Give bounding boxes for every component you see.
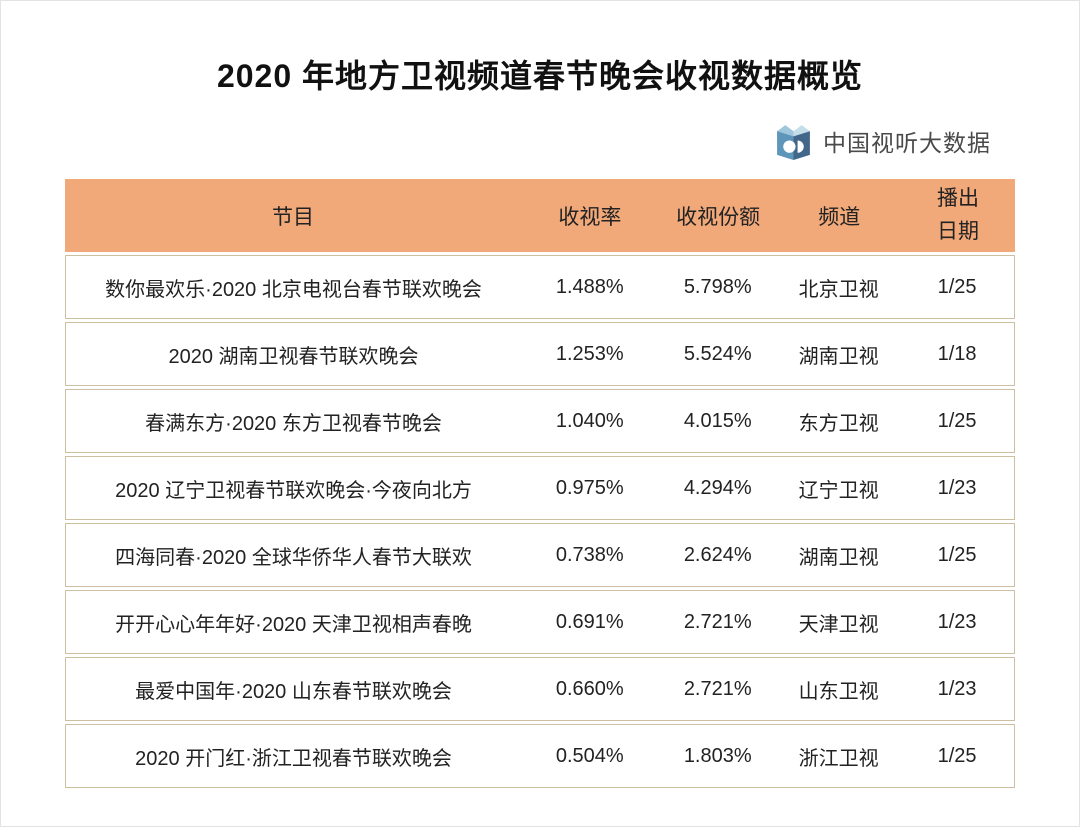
open-book-icon bbox=[777, 124, 810, 160]
air-date-cell: 1/23 bbox=[937, 476, 977, 499]
channel-cell: 浙江卫视 bbox=[798, 747, 879, 770]
column-header-air-date: 播出 日期 bbox=[901, 183, 1015, 248]
table-row: 2020 湖南卫视春节联欢晚会 1.253% 5.524% 湖南卫视 1/18 bbox=[65, 322, 1015, 386]
rating-cell: 0.504% bbox=[555, 744, 624, 767]
share-cell: 5.798% bbox=[683, 275, 752, 298]
rating-cell: 0.975% bbox=[555, 476, 624, 499]
share-cell: 2.624% bbox=[683, 543, 752, 566]
air-date-cell: 1/18 bbox=[937, 342, 977, 365]
channel-cell: 天津卫视 bbox=[798, 613, 879, 636]
channel-cell: 山东卫视 bbox=[798, 680, 879, 703]
program-cell: 开开心心年年好·2020 天津卫视相声春晚 bbox=[115, 613, 472, 636]
program-cell: 四海同春·2020 全球华侨华人春节大联欢 bbox=[115, 546, 472, 569]
channel-cell: 辽宁卫视 bbox=[798, 479, 879, 502]
ratings-table: 节目 收视率 收视份额 频道 播出 日期 数你最欢乐·2020 北京电视台春节联… bbox=[65, 179, 1015, 788]
air-date-cell: 1/23 bbox=[937, 610, 977, 633]
rating-cell: 0.738% bbox=[555, 543, 624, 566]
program-cell: 2020 湖南卫视春节联欢晚会 bbox=[168, 345, 419, 368]
air-date-cell: 1/25 bbox=[937, 275, 977, 298]
rating-cell: 1.040% bbox=[555, 409, 624, 432]
column-header-program: 节目 bbox=[272, 205, 314, 229]
column-header-channel: 频道 bbox=[818, 205, 861, 229]
program-cell: 数你最欢乐·2020 北京电视台春节联欢晚会 bbox=[105, 278, 482, 301]
table-row: 最爱中国年·2020 山东春节联欢晚会 0.660% 2.721% 山东卫视 1… bbox=[65, 657, 1015, 721]
program-cell: 最爱中国年·2020 山东春节联欢晚会 bbox=[135, 680, 452, 703]
channel-cell: 湖南卫视 bbox=[798, 345, 879, 368]
table-row: 春满东方·2020 东方卫视春节晚会 1.040% 4.015% 东方卫视 1/… bbox=[65, 389, 1015, 453]
air-date-cell: 1/25 bbox=[937, 744, 977, 767]
share-cell: 2.721% bbox=[683, 677, 752, 700]
table-row: 开开心心年年好·2020 天津卫视相声春晚 0.691% 2.721% 天津卫视… bbox=[65, 590, 1015, 654]
column-header-rating: 收视率 bbox=[558, 205, 622, 229]
program-cell: 春满东方·2020 东方卫视春节晚会 bbox=[145, 412, 442, 435]
table-row: 数你最欢乐·2020 北京电视台春节联欢晚会 1.488% 5.798% 北京卫… bbox=[65, 255, 1015, 319]
table-row: 四海同春·2020 全球华侨华人春节大联欢 0.738% 2.624% 湖南卫视… bbox=[65, 523, 1015, 587]
rating-cell: 0.660% bbox=[555, 677, 624, 700]
air-date-cell: 1/25 bbox=[937, 409, 977, 432]
channel-cell: 湖南卫视 bbox=[798, 546, 879, 569]
page-title: 2020 年地方卫视频道春节晚会收视数据概览 bbox=[216, 58, 864, 94]
channel-cell: 北京卫视 bbox=[798, 278, 879, 301]
column-header-air-date-line1: 播出 bbox=[937, 186, 979, 210]
air-date-cell: 1/25 bbox=[937, 543, 977, 566]
share-cell: 5.524% bbox=[683, 342, 752, 365]
share-cell: 4.015% bbox=[683, 409, 752, 432]
brand-logo-text: 中国视听大数据 bbox=[823, 130, 991, 156]
table-header-row: 节目 收视率 收视份额 频道 播出 日期 bbox=[65, 179, 1015, 252]
program-cell: 2020 辽宁卫视春节联欢晚会·今夜向北方 bbox=[115, 479, 472, 502]
column-header-air-date-line2: 日期 bbox=[937, 219, 979, 243]
rating-cell: 1.488% bbox=[555, 275, 624, 298]
brand-logo: 中国视听大数据 bbox=[65, 119, 991, 163]
air-date-cell: 1/23 bbox=[937, 677, 977, 700]
table-row: 2020 开门红·浙江卫视春节联欢晚会 0.504% 1.803% 浙江卫视 1… bbox=[65, 724, 1015, 788]
rating-cell: 0.691% bbox=[555, 610, 624, 633]
program-cell: 2020 开门红·浙江卫视春节联欢晚会 bbox=[135, 747, 452, 770]
share-cell: 2.721% bbox=[683, 610, 752, 633]
table-row: 2020 辽宁卫视春节联欢晚会·今夜向北方 0.975% 4.294% 辽宁卫视… bbox=[65, 456, 1015, 520]
column-header-share: 收视份额 bbox=[676, 205, 761, 229]
channel-cell: 东方卫视 bbox=[798, 412, 879, 435]
share-cell: 4.294% bbox=[683, 476, 752, 499]
rating-cell: 1.253% bbox=[555, 342, 624, 365]
share-cell: 1.803% bbox=[683, 744, 752, 767]
